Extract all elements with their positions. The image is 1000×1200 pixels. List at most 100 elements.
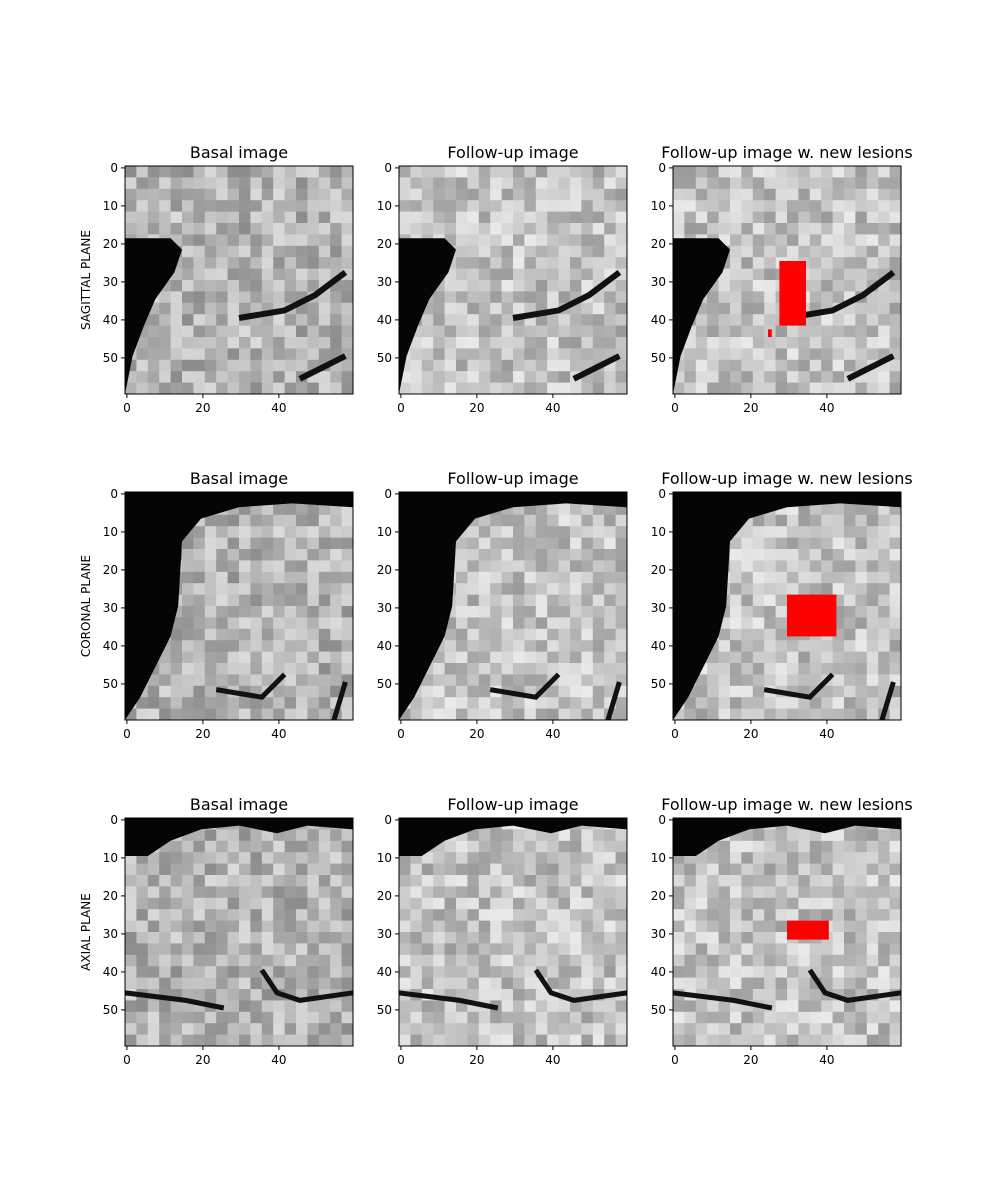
image-pixel-block bbox=[570, 697, 582, 710]
image-pixel-block bbox=[570, 651, 582, 664]
image-pixel-block bbox=[193, 257, 206, 270]
image-pixel-block bbox=[764, 708, 777, 720]
image-pixel-block bbox=[889, 606, 901, 618]
image-pixel-block bbox=[604, 977, 617, 990]
panel-title: Follow-up image w. new lesions bbox=[661, 795, 913, 814]
image-pixel-block bbox=[604, 177, 617, 190]
image-pixel-block bbox=[570, 268, 582, 281]
image-pixel-block bbox=[730, 1023, 742, 1036]
image-pixel-block bbox=[284, 359, 297, 372]
image-pixel-block bbox=[866, 685, 879, 698]
image-pixel-block bbox=[261, 337, 274, 349]
image-pixel-block bbox=[307, 966, 320, 979]
image-pixel-block bbox=[318, 977, 331, 990]
image-pixel-block bbox=[456, 886, 468, 899]
image-pixel-block bbox=[433, 348, 446, 361]
y-tick-label: 40 bbox=[103, 965, 118, 979]
image-pixel-block bbox=[193, 514, 206, 527]
image-pixel-block bbox=[410, 1011, 423, 1024]
image-pixel-block bbox=[216, 188, 229, 201]
image-pixel-block bbox=[547, 1011, 560, 1024]
image-pixel-block bbox=[467, 359, 480, 372]
image-pixel-block bbox=[764, 674, 777, 687]
image-pixel-block bbox=[535, 211, 548, 224]
image-pixel-block bbox=[878, 1046, 890, 1058]
image-pixel-block bbox=[490, 526, 503, 539]
y-tick-label: 30 bbox=[651, 275, 666, 289]
image-pixel-block bbox=[889, 325, 901, 338]
image-pixel-block bbox=[832, 337, 845, 349]
x-tick-label: 40 bbox=[271, 727, 286, 741]
image-pixel-block bbox=[204, 211, 217, 224]
image-pixel-block bbox=[832, 200, 845, 213]
image-pixel-block bbox=[775, 166, 788, 178]
image-pixel-block bbox=[696, 394, 708, 406]
image-pixel-block bbox=[581, 897, 594, 910]
image-pixel-block bbox=[296, 177, 308, 190]
image-pixel-block bbox=[855, 257, 868, 270]
image-pixel-block bbox=[787, 223, 799, 235]
image-pixel-block bbox=[273, 314, 286, 327]
image-pixel-block bbox=[730, 382, 742, 394]
image-pixel-block bbox=[524, 1046, 536, 1058]
image-pixel-block bbox=[284, 628, 297, 641]
image-pixel-block bbox=[684, 177, 697, 190]
image-pixel-block bbox=[444, 920, 457, 933]
image-pixel-block bbox=[832, 886, 845, 899]
image-pixel-block bbox=[261, 245, 274, 258]
image-pixel-block bbox=[273, 651, 286, 664]
image-pixel-block bbox=[353, 1023, 365, 1035]
image-pixel-block bbox=[421, 1000, 434, 1013]
image-pixel-block bbox=[615, 583, 627, 596]
image-pixel-block bbox=[467, 606, 480, 618]
image-pixel-block bbox=[444, 314, 457, 327]
image-pixel-block bbox=[627, 314, 639, 326]
image-pixel-block bbox=[330, 166, 343, 178]
image-pixel-block bbox=[159, 875, 172, 887]
image-pixel-block bbox=[855, 314, 868, 327]
image-pixel-block bbox=[193, 177, 206, 190]
image-pixel-block bbox=[193, 302, 206, 315]
image-pixel-block bbox=[125, 920, 137, 933]
image-pixel-block bbox=[250, 886, 263, 899]
sulcus-line bbox=[763, 672, 835, 700]
image-pixel-block bbox=[889, 359, 901, 372]
image-pixel-block bbox=[490, 514, 503, 527]
image-pixel-block bbox=[170, 651, 183, 664]
image-pixel-block bbox=[170, 708, 183, 720]
image-pixel-block bbox=[296, 291, 308, 304]
image-pixel-block bbox=[307, 234, 320, 247]
image-pixel-block bbox=[855, 663, 868, 675]
image-pixel-block bbox=[193, 663, 206, 675]
image-pixel-block bbox=[570, 325, 582, 338]
image-pixel-block bbox=[501, 697, 514, 710]
image-pixel-block bbox=[752, 886, 765, 899]
image-pixel-block bbox=[399, 852, 411, 865]
image-pixel-block bbox=[901, 189, 913, 201]
image-pixel-block bbox=[707, 348, 720, 361]
image-pixel-block bbox=[421, 943, 434, 956]
image-pixel-block bbox=[307, 1034, 320, 1046]
image-pixel-block bbox=[410, 897, 423, 910]
image-pixel-block bbox=[775, 583, 788, 596]
image-pixel-block bbox=[467, 932, 480, 944]
image-pixel-block bbox=[318, 200, 331, 213]
image-pixel-block bbox=[604, 685, 617, 698]
image-pixel-block bbox=[878, 257, 891, 270]
image-pixel-block bbox=[330, 954, 343, 967]
image-pixel-block bbox=[581, 245, 594, 258]
image-pixel-block bbox=[490, 852, 503, 865]
image-pixel-block bbox=[764, 989, 777, 1001]
image-pixel-block bbox=[878, 651, 891, 664]
image-pixel-block bbox=[524, 382, 537, 394]
axes-frame bbox=[398, 165, 628, 395]
image-pixel-block bbox=[821, 1011, 834, 1024]
image-pixel-block bbox=[227, 897, 240, 910]
image-pixel-block bbox=[524, 359, 537, 372]
image-pixel-block bbox=[901, 720, 913, 732]
image-pixel-block bbox=[592, 594, 605, 607]
image-pixel-block bbox=[478, 337, 491, 349]
y-tick-label: 50 bbox=[103, 677, 118, 691]
image-pixel-block bbox=[261, 503, 274, 516]
image-pixel-block bbox=[615, 337, 627, 349]
